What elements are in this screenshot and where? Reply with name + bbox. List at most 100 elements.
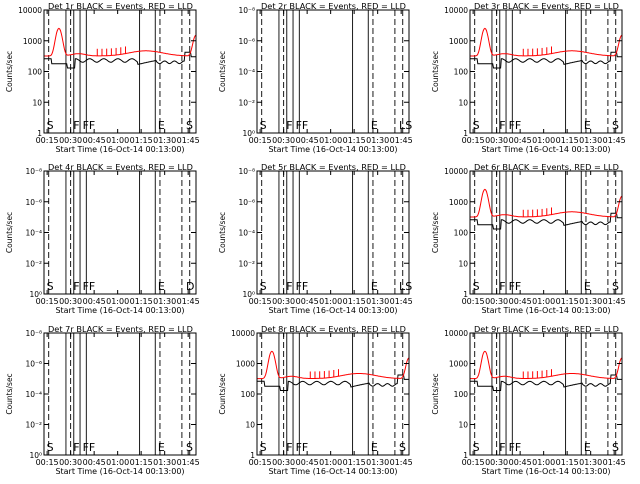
y-tick-label: 10⁰ bbox=[242, 290, 255, 299]
x-tick-label: 01:30 bbox=[153, 297, 176, 306]
event-mark-label: E bbox=[158, 119, 165, 132]
event-mark-label: F bbox=[499, 441, 505, 454]
y-tick-label: 10000 bbox=[444, 6, 468, 15]
event-mark-label: F bbox=[89, 119, 95, 132]
chart-title: Det 7r BLACK = Events, RED = LLD bbox=[48, 324, 193, 334]
y-tick-label: 10000 bbox=[18, 6, 42, 15]
event-mark-label: S bbox=[260, 441, 267, 454]
x-tick-label: 00:15 bbox=[249, 297, 272, 306]
x-tick-label: 01:30 bbox=[153, 136, 176, 145]
x-tick-label: 01:30 bbox=[579, 458, 602, 467]
x-tick-label: 01:45 bbox=[177, 297, 200, 306]
event-mark-label: S bbox=[473, 119, 480, 132]
event-mark-label: F bbox=[509, 119, 515, 132]
event-mark-label: F bbox=[515, 441, 521, 454]
y-tick-label: 10⁰ bbox=[29, 451, 42, 460]
x-tick-label: 01:15 bbox=[343, 297, 366, 306]
chart-panel-8r: Det 8r BLACK = Events, RED = LLD S F F F E S 00… bbox=[218, 324, 413, 476]
x-tick-label: 00:15 bbox=[462, 297, 485, 306]
x-tick-label: 01:45 bbox=[603, 458, 626, 467]
x-tick-label: 01:15 bbox=[556, 136, 579, 145]
x-axis-title: Start Time (16-Oct-14 00:13:00) bbox=[481, 306, 610, 315]
chart-panel-6r: Det 6r BLACK = Events, RED = LLD S F F F E S 00… bbox=[431, 162, 626, 315]
x-tick-label: 00:45 bbox=[296, 297, 319, 306]
event-mark-label: F bbox=[73, 119, 79, 132]
event-mark-label: S bbox=[186, 441, 193, 454]
plot-frame bbox=[469, 332, 623, 456]
y-tick-label: 1000 bbox=[449, 360, 468, 369]
x-tick-label: 01:00 bbox=[532, 297, 555, 306]
y-axis-title: Counts/sec bbox=[5, 373, 14, 414]
y-tick-label: 10⁻² bbox=[25, 259, 42, 268]
y-tick-label: 10⁻⁶ bbox=[238, 37, 255, 46]
y-tick-label: 1000 bbox=[449, 198, 468, 207]
chart-panel-3r: Det 3r BLACK = Events, RED = LLD S F F F E S 00… bbox=[431, 1, 626, 154]
x-tick-label: 01:30 bbox=[579, 297, 602, 306]
event-mark-label: F bbox=[89, 280, 95, 293]
x-tick-label: 01:15 bbox=[130, 458, 153, 467]
y-axis-title: Counts/sec bbox=[5, 212, 14, 253]
chart-title: Det 3r BLACK = Events, RED = LLD bbox=[474, 1, 619, 11]
event-mark-label: F bbox=[89, 441, 95, 454]
x-tick-label: 00:30 bbox=[59, 458, 82, 467]
event-mark-label: F bbox=[302, 441, 308, 454]
x-tick-label: 01:00 bbox=[319, 458, 342, 467]
y-tick-label: 10⁻⁸ bbox=[238, 167, 255, 176]
y-tick-label: 1000 bbox=[23, 37, 42, 46]
x-tick-label: 01:45 bbox=[177, 136, 200, 145]
event-mark-label: F bbox=[509, 441, 515, 454]
x-axis-title: Start Time (16-Oct-14 00:13:00) bbox=[55, 145, 184, 154]
lld-series-line bbox=[470, 350, 623, 380]
event-mark-label: S bbox=[612, 280, 619, 293]
x-tick-label: 01:15 bbox=[556, 297, 579, 306]
event-mark-label: S bbox=[473, 280, 480, 293]
x-tick-label: 00:30 bbox=[485, 136, 508, 145]
event-mark-label: F bbox=[296, 280, 302, 293]
y-axis-title: Counts/sec bbox=[218, 212, 227, 253]
plot-frame bbox=[256, 9, 410, 134]
lld-series-line bbox=[257, 350, 410, 380]
x-tick-label: 00:15 bbox=[462, 458, 485, 467]
event-mark-label: F bbox=[499, 280, 505, 293]
x-tick-label: 01:15 bbox=[343, 458, 366, 467]
y-tick-label: 10 bbox=[458, 259, 468, 268]
x-tick-label: 01:30 bbox=[366, 136, 389, 145]
x-axis-title: Start Time (16-Oct-14 00:13:00) bbox=[481, 145, 610, 154]
y-tick-label: 10⁻⁶ bbox=[25, 198, 42, 207]
y-tick-label: 10⁻² bbox=[25, 421, 42, 430]
y-axis-title: Counts/sec bbox=[218, 373, 227, 414]
y-tick-label: 1 bbox=[250, 451, 255, 460]
event-mark-label: F bbox=[83, 441, 89, 454]
event-mark-label: F bbox=[296, 441, 302, 454]
x-tick-label: 00:15 bbox=[36, 136, 59, 145]
y-tick-label: 10 bbox=[32, 98, 42, 107]
y-tick-label: 1 bbox=[37, 129, 42, 138]
x-tick-label: 01:45 bbox=[603, 136, 626, 145]
event-mark-label: S bbox=[260, 280, 267, 293]
chart-title: Det 1r BLACK = Events, RED = LLD bbox=[48, 1, 193, 11]
x-tick-label: 00:30 bbox=[272, 297, 295, 306]
y-tick-label: 1 bbox=[463, 290, 468, 299]
chart-panel-7r: Det 7r BLACK = Events, RED = LLD S F F F E S 00… bbox=[5, 324, 200, 476]
x-tick-label: 01:00 bbox=[106, 136, 129, 145]
plot-frame bbox=[43, 9, 197, 134]
y-tick-label: 10⁻⁶ bbox=[25, 360, 42, 369]
y-tick-label: 10⁰ bbox=[29, 290, 42, 299]
event-mark-label: S bbox=[47, 441, 54, 454]
x-tick-label: 00:45 bbox=[509, 136, 532, 145]
y-axis-title: Counts/sec bbox=[431, 373, 440, 414]
x-tick-label: 00:30 bbox=[272, 136, 295, 145]
x-tick-label: 01:45 bbox=[177, 458, 200, 467]
event-mark-label: S bbox=[260, 119, 267, 132]
x-tick-label: 01:30 bbox=[579, 136, 602, 145]
x-tick-label: 00:30 bbox=[59, 136, 82, 145]
y-tick-label: 1 bbox=[463, 129, 468, 138]
event-mark-label: D bbox=[186, 280, 194, 293]
x-tick-label: 00:30 bbox=[485, 458, 508, 467]
events-series-line bbox=[470, 212, 622, 230]
event-mark-label: S bbox=[473, 441, 480, 454]
y-axis-title: Counts/sec bbox=[431, 51, 440, 92]
event-mark-label: E bbox=[158, 280, 165, 293]
x-tick-label: 01:00 bbox=[106, 458, 129, 467]
